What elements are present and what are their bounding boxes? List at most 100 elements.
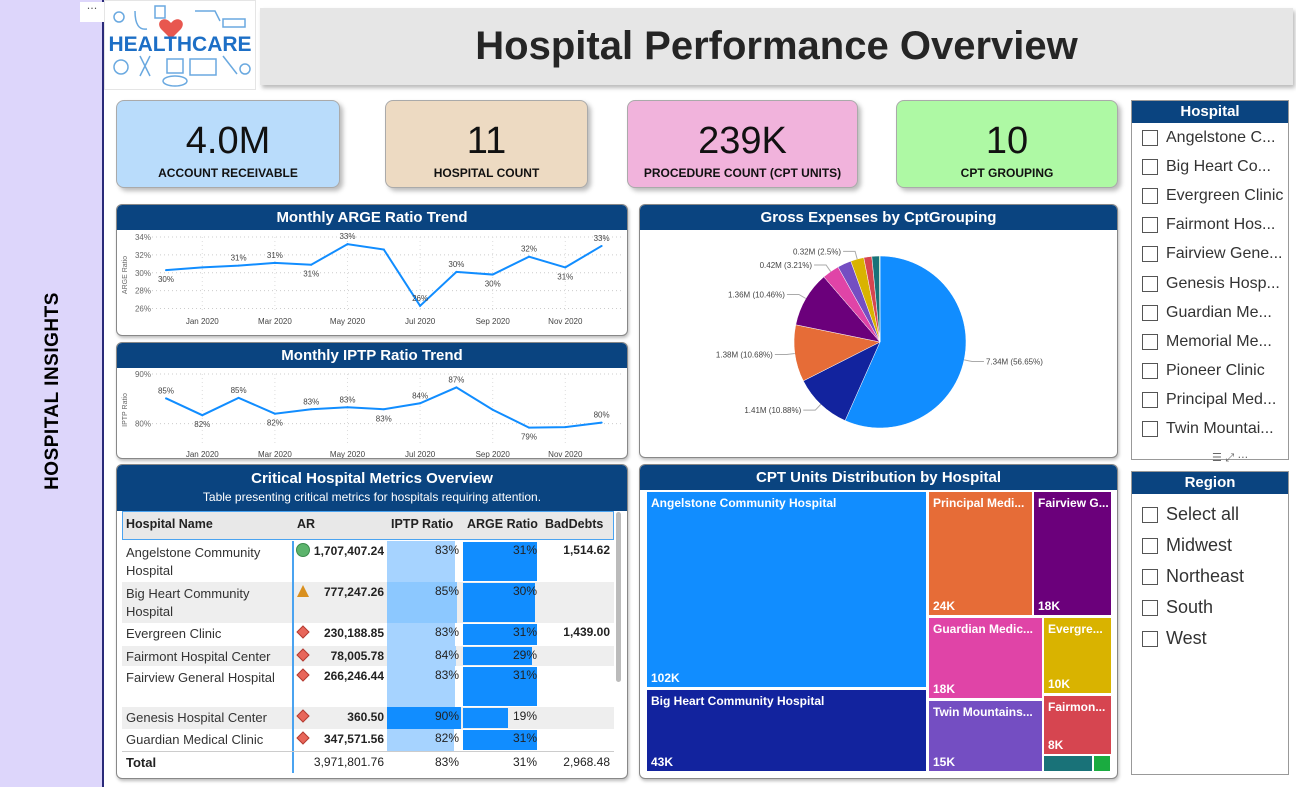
- data-point[interactable]: [310, 263, 313, 266]
- checkbox[interactable]: [1142, 363, 1158, 380]
- tile-value: 102K: [651, 671, 680, 685]
- table-row[interactable]: Genesis Hospital Center 360.50 90% 19%: [122, 707, 614, 729]
- data-point[interactable]: [455, 386, 458, 389]
- checkbox[interactable]: [1142, 333, 1158, 350]
- data-point[interactable]: [455, 270, 458, 273]
- slicer-option[interactable]: Big Heart Co...: [1132, 152, 1288, 181]
- checkbox[interactable]: [1142, 630, 1158, 647]
- table-row[interactable]: Fairmont Hospital Center 78,005.78 84% 2…: [122, 646, 614, 666]
- table-row[interactable]: Fairview General Hospital 266,246.44 83%…: [122, 666, 614, 707]
- data-point[interactable]: [165, 397, 167, 400]
- slicer-option[interactable]: Fairmont Hos...: [1132, 211, 1288, 240]
- data-point[interactable]: [528, 426, 530, 429]
- data-point[interactable]: [237, 396, 240, 399]
- slicer-option[interactable]: Select all: [1132, 499, 1288, 530]
- slicer-option[interactable]: Midwest: [1132, 530, 1288, 561]
- diamond-red-icon: [296, 731, 310, 748]
- arge-value: 31%: [512, 668, 537, 682]
- table-row[interactable]: Evergreen Clinic 230,188.85 83% 31% 1,43…: [122, 623, 614, 646]
- data-point[interactable]: [310, 408, 313, 411]
- pie-slice[interactable]: [879, 255, 881, 343]
- hospital-name: Big Heart Community Hospital: [126, 586, 250, 619]
- slicer-option[interactable]: Northeast: [1132, 561, 1288, 592]
- data-point[interactable]: [201, 266, 204, 269]
- treemap-tile[interactable]: Evergre... 10K: [1043, 617, 1112, 694]
- slicer-option[interactable]: Fairview Gene...: [1132, 240, 1288, 269]
- treemap-tile[interactable]: Angelstone Community Hospital 102K: [646, 491, 927, 688]
- data-point[interactable]: [600, 244, 603, 247]
- iptp-ratio-chart[interactable]: Monthly IPTP Ratio Trend IPTP Ratio 80% 90…: [116, 342, 628, 459]
- checkbox[interactable]: [1142, 421, 1158, 438]
- chart-title: CPT Units Distribution by Hospital: [640, 465, 1117, 490]
- checkbox[interactable]: [1142, 506, 1158, 523]
- slicer-option-label: Fairview Gene...: [1166, 245, 1283, 263]
- checkbox[interactable]: [1142, 158, 1158, 175]
- column-header[interactable]: BadDebts: [545, 517, 604, 531]
- more-options-icon[interactable]: ···: [80, 2, 104, 22]
- data-point[interactable]: [419, 304, 422, 307]
- pie-slice[interactable]: [844, 255, 967, 429]
- iptp-data-bar: [387, 623, 455, 646]
- data-point[interactable]: [382, 408, 385, 411]
- data-point[interactable]: [564, 266, 567, 269]
- data-point[interactable]: [201, 414, 204, 417]
- column-header[interactable]: AR: [297, 517, 316, 531]
- slicer-option[interactable]: Pioneer Clinic: [1132, 357, 1288, 386]
- slicer-option[interactable]: Twin Mountai...: [1132, 415, 1288, 444]
- checkbox[interactable]: [1142, 187, 1158, 204]
- data-point[interactable]: [491, 408, 494, 411]
- checkbox[interactable]: [1142, 304, 1158, 321]
- data-label: 82%: [267, 419, 283, 428]
- checkbox[interactable]: [1142, 275, 1158, 292]
- treemap-tile[interactable]: [1093, 755, 1111, 772]
- column-header[interactable]: ARGE Ratio: [467, 517, 538, 531]
- treemap-tile[interactable]: Fairmon... 8K: [1043, 695, 1112, 755]
- slicer-option[interactable]: Genesis Hosp...: [1132, 269, 1288, 298]
- table-row[interactable]: Big Heart Community Hospital 777,247.26 …: [122, 582, 614, 623]
- treemap-tile[interactable]: Principal Medi... 24K: [928, 491, 1033, 616]
- checkbox[interactable]: [1142, 537, 1158, 554]
- data-point[interactable]: [382, 248, 385, 251]
- treemap-tile[interactable]: Fairview G... 18K: [1033, 491, 1112, 616]
- slicer-option[interactable]: Evergreen Clinic: [1132, 181, 1288, 210]
- treemap-tile[interactable]: Big Heart Community Hospital 43K: [646, 689, 927, 772]
- table-scrollbar[interactable]: [616, 512, 621, 682]
- x-tick-label: Nov 2020: [548, 317, 583, 326]
- slicer-option[interactable]: West: [1132, 623, 1288, 654]
- data-point[interactable]: [564, 426, 567, 429]
- data-point[interactable]: [346, 243, 349, 246]
- data-point[interactable]: [491, 273, 494, 276]
- data-point[interactable]: [237, 264, 240, 267]
- slicer-option[interactable]: South: [1132, 592, 1288, 623]
- slicer-option[interactable]: Principal Med...: [1132, 386, 1288, 415]
- data-point[interactable]: [165, 269, 167, 272]
- column-header[interactable]: IPTP Ratio: [391, 517, 454, 531]
- treemap-tile[interactable]: Twin Mountains... 15K: [928, 700, 1043, 772]
- gross-expenses-pie-panel[interactable]: Gross Expenses by CptGrouping 7.34M (56.…: [639, 204, 1118, 458]
- treemap-tile[interactable]: Guardian Medic... 18K: [928, 617, 1043, 699]
- treemap-tile[interactable]: [1043, 755, 1093, 772]
- checkbox[interactable]: [1142, 568, 1158, 585]
- checkbox[interactable]: [1142, 392, 1158, 409]
- data-point[interactable]: [273, 261, 276, 264]
- slicer-option-label: Guardian Me...: [1166, 303, 1272, 321]
- arge-ratio-chart[interactable]: Monthly ARGE Ratio Trend ARGE Ratio 26% 28…: [116, 204, 628, 336]
- checkbox[interactable]: [1142, 599, 1158, 616]
- slicer-option[interactable]: Angelstone C...: [1132, 123, 1288, 152]
- checkbox[interactable]: [1142, 129, 1158, 146]
- data-point[interactable]: [273, 412, 276, 415]
- data-point[interactable]: [419, 402, 422, 405]
- tile-value: 18K: [933, 682, 956, 696]
- visual-header-icons[interactable]: ☰ ⤢ ···: [1212, 451, 1249, 464]
- slicer-option[interactable]: Memorial Me...: [1132, 327, 1288, 356]
- slicer-option[interactable]: Guardian Me...: [1132, 298, 1288, 327]
- data-point[interactable]: [528, 255, 530, 258]
- data-label: 30%: [158, 275, 174, 284]
- table-row[interactable]: Guardian Medical Clinic 347,571.56 82% 3…: [122, 729, 614, 751]
- checkbox[interactable]: [1142, 217, 1158, 234]
- data-point[interactable]: [346, 406, 349, 409]
- table-row[interactable]: Angelstone Community Hospital 1,707,407.…: [122, 541, 614, 582]
- data-point[interactable]: [600, 421, 603, 424]
- column-header[interactable]: Hospital Name: [126, 517, 213, 531]
- checkbox[interactable]: [1142, 246, 1158, 263]
